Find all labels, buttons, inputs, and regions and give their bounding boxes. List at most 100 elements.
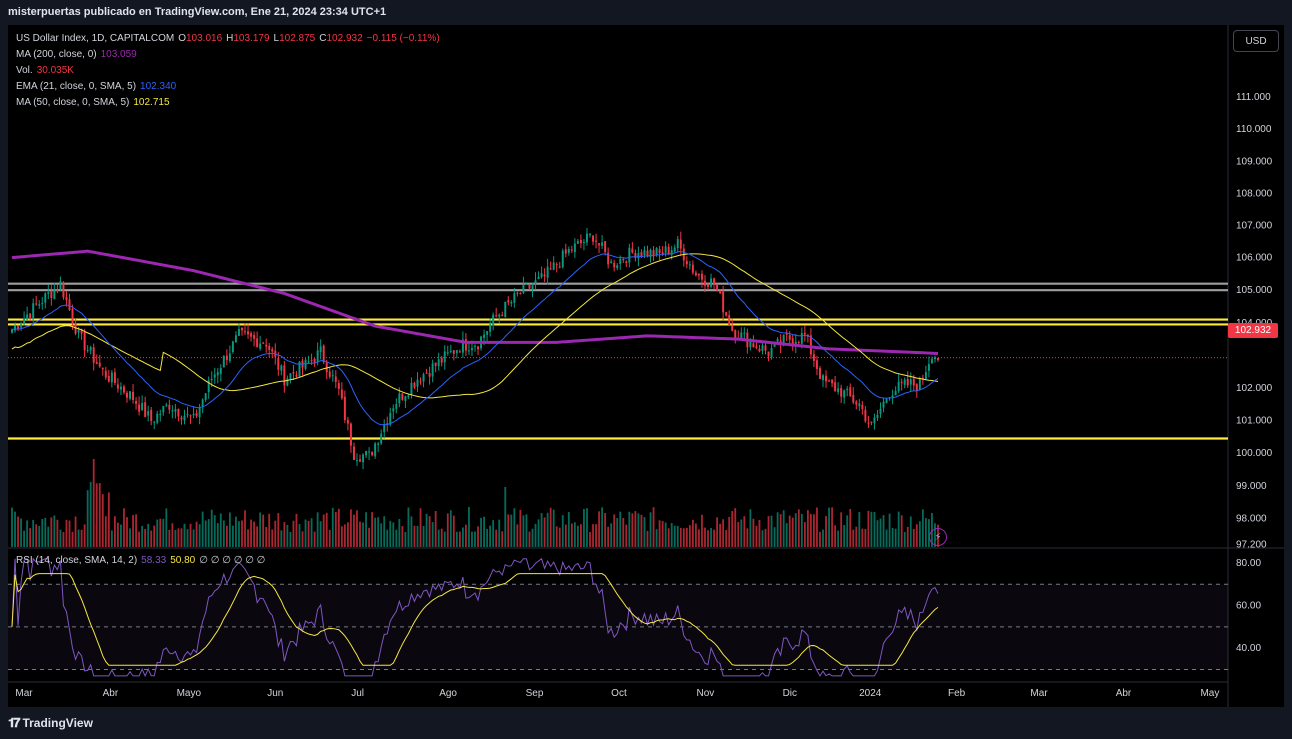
volume-bar bbox=[222, 520, 225, 547]
volume-bar bbox=[174, 529, 177, 547]
volume-bar bbox=[924, 518, 927, 547]
candle-body bbox=[924, 372, 927, 380]
volume-bar bbox=[153, 525, 156, 547]
volume-bar bbox=[322, 514, 325, 547]
volume-bar bbox=[752, 518, 755, 547]
volume-bar bbox=[307, 520, 310, 547]
legend-ma200-row[interactable]: MA (200, close, 0) 103.059 bbox=[16, 47, 440, 63]
candle-body bbox=[567, 248, 570, 253]
x-tick-label: Jun bbox=[267, 688, 283, 699]
candle-body bbox=[564, 249, 567, 254]
legend-vol-row[interactable]: Vol. 30.035K bbox=[16, 63, 440, 79]
rsi-legend[interactable]: RSI (14, close, SMA, 14, 2) 58.33 50.80 … bbox=[16, 555, 265, 566]
candle-body bbox=[141, 402, 144, 410]
volume-bar bbox=[483, 516, 485, 547]
volume-bar bbox=[434, 510, 437, 547]
candle-body bbox=[192, 413, 195, 416]
legend-ma50-row[interactable]: MA (50, close, 0, SMA, 5) 102.715 bbox=[16, 95, 440, 111]
tradingview-logo[interactable]: 𝟏𝟕 TradingView bbox=[8, 715, 93, 731]
volume-bar bbox=[749, 509, 752, 547]
candle-body bbox=[419, 381, 422, 383]
volume-bar bbox=[504, 487, 507, 547]
volume-bar bbox=[138, 531, 141, 547]
candle-body bbox=[885, 398, 888, 403]
volume-bar bbox=[740, 519, 743, 547]
volume-bar bbox=[637, 513, 640, 547]
candle-body bbox=[740, 332, 743, 339]
candle-body bbox=[655, 248, 658, 256]
candle-body bbox=[452, 350, 455, 354]
volume-bar bbox=[710, 527, 712, 547]
candle-body bbox=[237, 328, 240, 336]
candle-body bbox=[649, 249, 652, 258]
candle-body bbox=[65, 296, 68, 301]
volume-bar bbox=[310, 518, 313, 547]
volume-bar bbox=[480, 517, 482, 547]
volume-bar bbox=[592, 524, 594, 547]
candle-body bbox=[219, 367, 222, 374]
volume-bar bbox=[673, 525, 676, 547]
candle-body bbox=[349, 423, 352, 446]
candle-body bbox=[734, 330, 737, 339]
candle-body bbox=[864, 409, 867, 422]
x-tick-label: Jul bbox=[351, 688, 364, 699]
volume-bar bbox=[546, 512, 549, 547]
volume-bar bbox=[53, 515, 56, 547]
volume-bar bbox=[371, 512, 374, 547]
candle-body bbox=[156, 413, 159, 423]
volume-bar bbox=[47, 526, 50, 547]
volume-bar bbox=[667, 528, 670, 547]
candle-body bbox=[307, 361, 310, 363]
candle-body bbox=[241, 327, 243, 331]
lightning-icon[interactable]: ⚡ bbox=[929, 528, 947, 546]
volume-bar bbox=[864, 529, 867, 547]
volume-bar bbox=[337, 508, 340, 547]
volume-bar bbox=[806, 510, 809, 547]
candle-body bbox=[831, 379, 834, 384]
volume-bar bbox=[498, 519, 501, 547]
volume-bar bbox=[900, 515, 903, 547]
y-tick-label: 101.000 bbox=[1236, 416, 1273, 427]
volume-bar bbox=[104, 516, 107, 547]
volume-bar bbox=[698, 529, 700, 547]
volume-bar bbox=[468, 507, 470, 547]
volume-bar bbox=[286, 524, 289, 547]
candle-body bbox=[23, 318, 26, 324]
volume-bar bbox=[425, 513, 428, 547]
legend-symbol: US Dollar Index, 1D, CAPITALCOM bbox=[16, 33, 175, 44]
volume-bar bbox=[210, 509, 213, 547]
volume-bar bbox=[906, 526, 909, 547]
legend-ema-row[interactable]: EMA (21, close, 0, SMA, 5) 102.340 bbox=[16, 79, 440, 95]
candle-body bbox=[534, 280, 537, 284]
volume-bar bbox=[676, 525, 679, 547]
volume-bar bbox=[389, 520, 392, 547]
chart-canvas[interactable]: 111.000 110.000 109.000 108.000 107.000 106.0… bbox=[8, 25, 1284, 707]
candle-body bbox=[62, 282, 65, 298]
legend-ohlc-row[interactable]: US Dollar Index, 1D, CAPITALCOM O103.016… bbox=[16, 31, 440, 47]
candle-body bbox=[818, 368, 821, 379]
candle-body bbox=[198, 407, 201, 417]
volume-bar bbox=[228, 512, 231, 547]
candle-body bbox=[328, 371, 331, 377]
volume-bar bbox=[688, 525, 691, 547]
candle-body bbox=[171, 410, 174, 412]
y-tick-label: 111.000 bbox=[1236, 92, 1271, 103]
currency-button[interactable]: USD bbox=[1233, 30, 1279, 52]
volume-bar bbox=[655, 529, 658, 547]
candle-body bbox=[110, 372, 113, 383]
volume-bar bbox=[816, 507, 818, 547]
volume-bar bbox=[356, 510, 358, 547]
volume-bar bbox=[658, 520, 661, 547]
volume-bar bbox=[928, 519, 930, 547]
chart-frame[interactable]: 111.000 110.000 109.000 108.000 107.000 106.0… bbox=[8, 25, 1284, 707]
candle-body bbox=[422, 374, 425, 382]
candle-body bbox=[546, 266, 549, 278]
candle-body bbox=[467, 350, 470, 352]
candle-body bbox=[416, 379, 419, 387]
candle-body bbox=[625, 261, 628, 263]
candle-body bbox=[634, 253, 637, 258]
candle-body bbox=[891, 395, 894, 398]
volume-bar bbox=[613, 514, 616, 547]
volume-bar bbox=[262, 514, 265, 547]
volume-bar bbox=[377, 517, 380, 547]
